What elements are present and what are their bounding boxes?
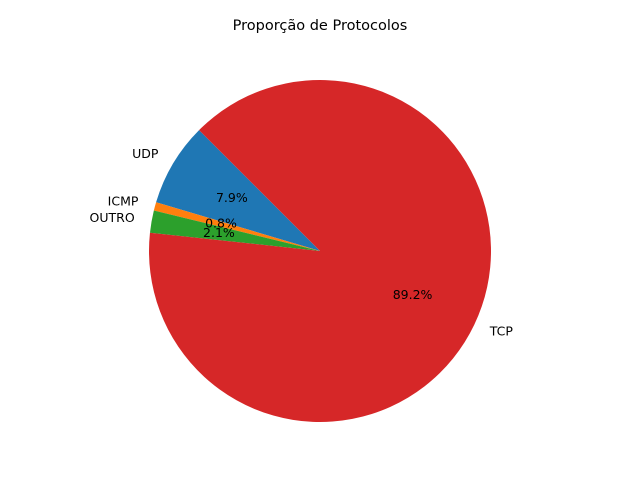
slice-label-icmp: ICMP bbox=[108, 193, 139, 208]
pie-slice-tcp bbox=[149, 80, 492, 423]
chart-title: Proporção de Protocolos bbox=[233, 18, 408, 34]
pie-slices bbox=[149, 80, 492, 423]
pie-slice-icmp bbox=[153, 202, 320, 251]
slice-label-tcp: TCP bbox=[489, 324, 514, 339]
slice-label-outro: OUTRO bbox=[90, 210, 135, 225]
pie-labels: UDP 7.9% ICMP 0.8% OUTRO 2.1% TCP 89.2% bbox=[90, 146, 514, 338]
percent-label-icmp: 0.8% bbox=[205, 216, 237, 231]
percent-label-outro: 2.1% bbox=[203, 225, 235, 240]
pie-slice-udp bbox=[156, 130, 320, 251]
pie-slice-outro bbox=[149, 210, 320, 251]
percent-label-tcp: 89.2% bbox=[393, 287, 433, 302]
percent-label-udp: 7.9% bbox=[216, 190, 248, 205]
slice-label-udp: UDP bbox=[132, 146, 159, 161]
